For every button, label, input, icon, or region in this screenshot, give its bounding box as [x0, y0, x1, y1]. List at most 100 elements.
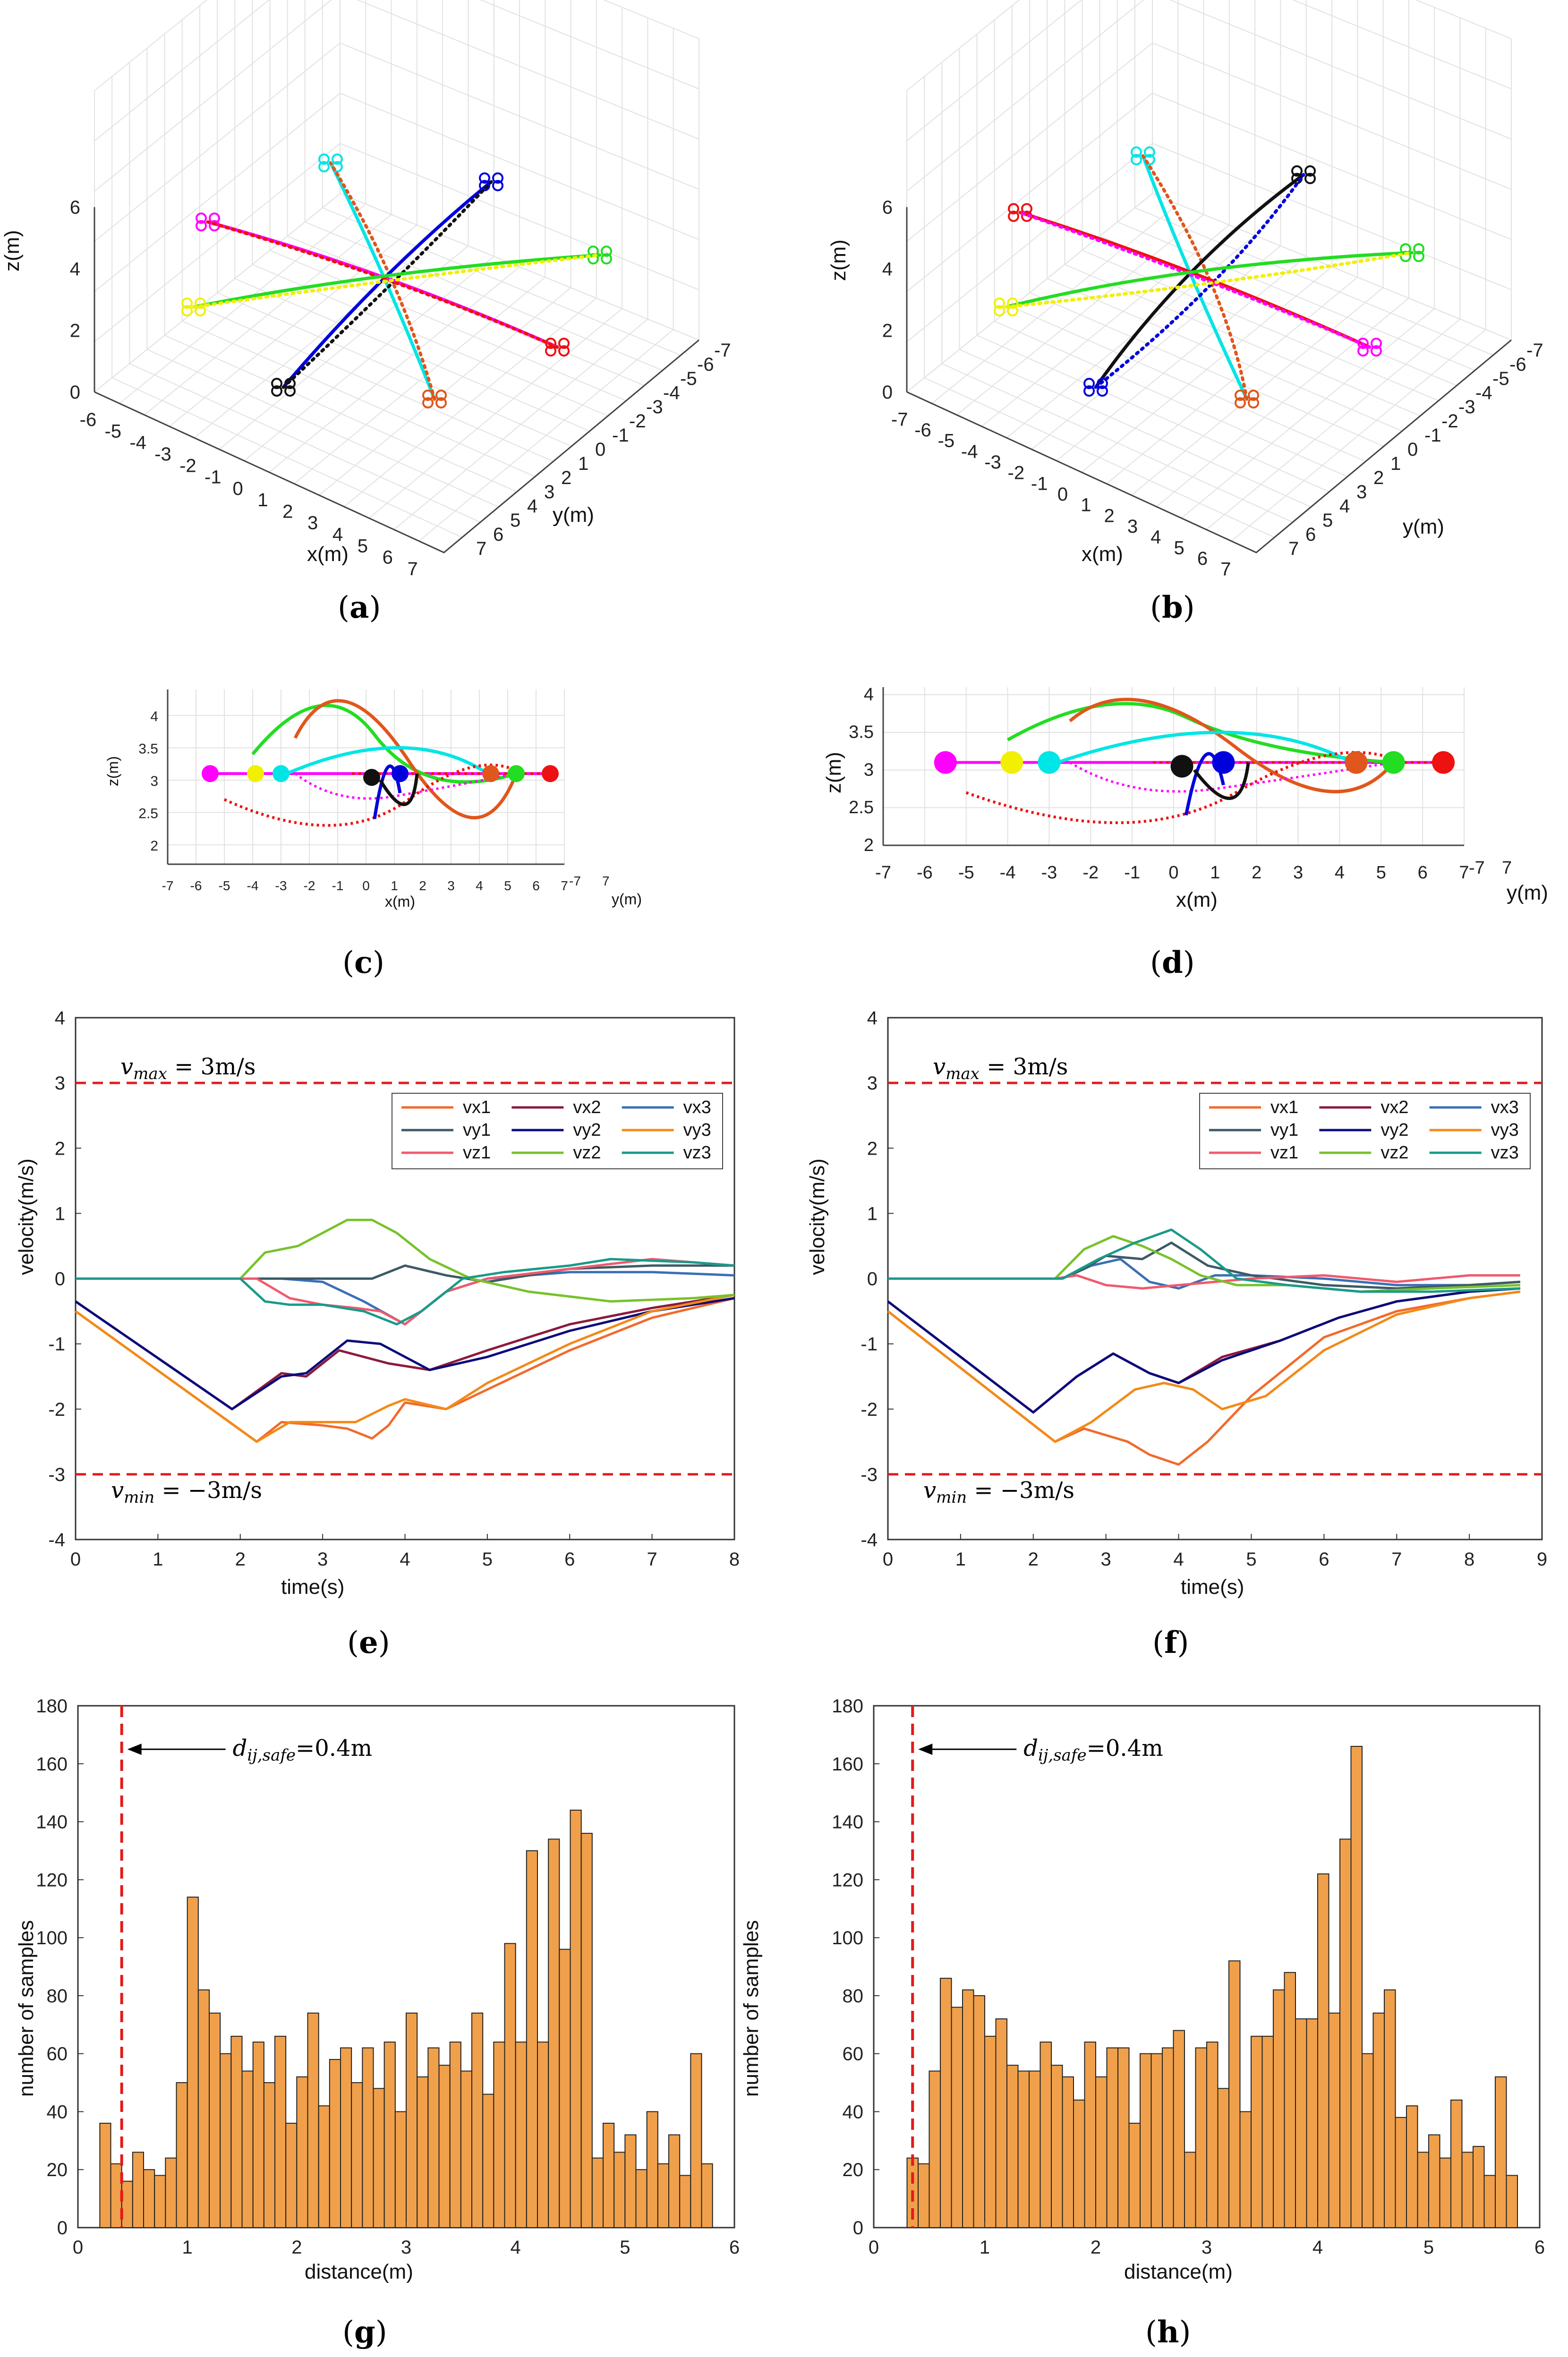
histogram-bar: [1395, 2117, 1407, 2228]
y-tick-label: 2: [867, 1138, 878, 1159]
panel-a-trajectories: [181, 153, 612, 408]
x-tick-label: 1: [153, 1549, 163, 1570]
trajectory-orange: [293, 699, 518, 820]
panel-g-histogram: 0 1 2 3 4 5 6020406080100120140160180dij,safe=…: [15, 1696, 740, 2283]
drone-rotor-icon: [1131, 154, 1142, 165]
y-tick-label: 1: [578, 453, 588, 474]
legend-label-vx3: vx3: [1491, 1098, 1519, 1117]
x-tick-label: -6: [80, 409, 97, 430]
y-tick-label: 140: [36, 1812, 68, 1833]
panel-c-side-view: 22.533.54-7 -6 -5 -4 -3 -2 -1 0 1 2 3 4 5 6 7 -7 7 z(m) …: [104, 689, 642, 910]
trajectory-black: [1193, 762, 1250, 800]
drone-rotor-icon: [492, 180, 503, 191]
drone-rotor-icon: [1008, 211, 1019, 222]
y-tick-label: -3: [646, 397, 663, 417]
histogram-bar: [274, 2035, 287, 2229]
histogram-bar: [1417, 2152, 1429, 2228]
caption-c: (c): [342, 945, 384, 980]
svg-text:(c): (c): [342, 945, 384, 980]
drone-rotor-icon: [435, 390, 447, 401]
drone-rotor-icon: [271, 385, 282, 397]
histogram-bar: [995, 2018, 1007, 2228]
vmin-annotation: vmin = −3m/s: [923, 1477, 1074, 1507]
histogram-bar: [406, 2012, 418, 2228]
panel-b-xlabel: x(m): [1082, 543, 1123, 566]
z-tick-label: 3.5: [138, 741, 158, 757]
panel-d-xlabel: x(m): [1176, 888, 1218, 911]
y-tick-label: -5: [1492, 368, 1509, 389]
x-tick-label: -3: [275, 878, 287, 893]
y-tick-label: 20: [843, 2160, 864, 2180]
series-line-vy3: [887, 1290, 1521, 1443]
panel-b-ylabel: y(m): [1403, 515, 1444, 538]
x-tick-label: 4: [1312, 2237, 1323, 2258]
svg-text:(h): (h): [1145, 2314, 1191, 2350]
y-tick-label: -1: [612, 425, 629, 446]
x-tick-label: 5: [504, 878, 511, 893]
y-tick-label: 2: [561, 468, 571, 488]
drone-rotor-icon: [1235, 397, 1246, 408]
histogram-bar: [1040, 2042, 1052, 2229]
drone-rotor-icon: [1413, 251, 1424, 262]
histogram-bar: [154, 2175, 166, 2228]
floor-gridline: [234, 278, 590, 432]
trajectory-#f0f000: [1004, 251, 1414, 309]
y-tick-label: 4: [55, 1008, 65, 1029]
y-tick-label: -1: [861, 1334, 878, 1355]
y-tick-label: -1: [48, 1334, 65, 1355]
wall-gridline: [94, 143, 699, 342]
trajectory-magenta-lower: [294, 772, 517, 800]
axis-edge: [906, 339, 1512, 553]
y-tick-label: -3: [1458, 397, 1475, 417]
x-tick-label: 4: [476, 878, 483, 893]
x-tick-label: 1: [182, 2237, 193, 2258]
drone-rotor-icon: [601, 246, 612, 257]
caption-e: (e): [347, 1625, 390, 1660]
y-tick-label: 0: [57, 2218, 68, 2238]
z-tick-label: 3.5: [849, 723, 874, 742]
drone-position-dot: [482, 765, 499, 783]
y-tick-label: 60: [843, 2044, 864, 2065]
series-line-vz2: [76, 1218, 735, 1303]
y-tick-label: 6: [1305, 524, 1316, 545]
drone-position-dot: [1038, 751, 1061, 774]
y-tick-label: -7: [1526, 340, 1543, 361]
legend-label-vx1: vx1: [463, 1098, 491, 1117]
histogram-bar: [1339, 1838, 1352, 2228]
y-tick-label: -2: [48, 1399, 65, 1420]
histogram-bar: [373, 2088, 385, 2229]
histogram-bar: [417, 2076, 429, 2229]
histogram-bar: [635, 2169, 648, 2228]
z-tick-label: 0: [70, 382, 80, 403]
histogram-bar: [296, 2076, 308, 2229]
histogram-bar: [329, 2059, 341, 2228]
floor-gridline: [1181, 308, 1435, 519]
z-tick-label: 0: [882, 382, 893, 403]
panel-h-ylabel: number of samples: [740, 1920, 763, 2097]
panel-d-zlabel: z(m): [822, 752, 845, 793]
panel-c-xlabel: x(m): [385, 893, 415, 910]
histogram-bar: [209, 2012, 221, 2228]
x-tick-label: 5: [620, 2237, 630, 2258]
panel-c-ylabel: y(m): [612, 891, 642, 908]
floor-gridline: [305, 221, 663, 371]
panel-a-zlabel: z(m): [0, 230, 24, 272]
legend-label-vz2: vz2: [573, 1143, 601, 1163]
drone-rotor-icon: [1021, 203, 1032, 214]
y-tick-label: 0: [853, 2218, 863, 2238]
x-tick-label: 0: [73, 2237, 83, 2258]
y-tick-label: 80: [47, 1986, 68, 2007]
z-tick-label: 2: [70, 321, 80, 341]
legend-label-vx1: vx1: [1270, 1098, 1298, 1117]
histogram-bar: [482, 2093, 494, 2229]
y-tick-label: -7: [569, 874, 581, 888]
legend-label-vy3: vy3: [683, 1120, 711, 1140]
panel-g-ylabel: number of samples: [15, 1920, 38, 2097]
x-tick-label: -2: [179, 455, 196, 476]
panel-d-side-view: 22.533.54-7 -6 -5 -4 -3 -2 -1 0 1 2 3 4 5 6 7 -7 7 z(m) …: [822, 685, 1548, 911]
histogram-bar: [1295, 2018, 1307, 2228]
histogram-bar: [1162, 2047, 1174, 2228]
x-tick-label: 7: [1220, 559, 1231, 580]
x-tick-label: 5: [358, 536, 368, 556]
histogram-bar: [99, 2123, 111, 2228]
